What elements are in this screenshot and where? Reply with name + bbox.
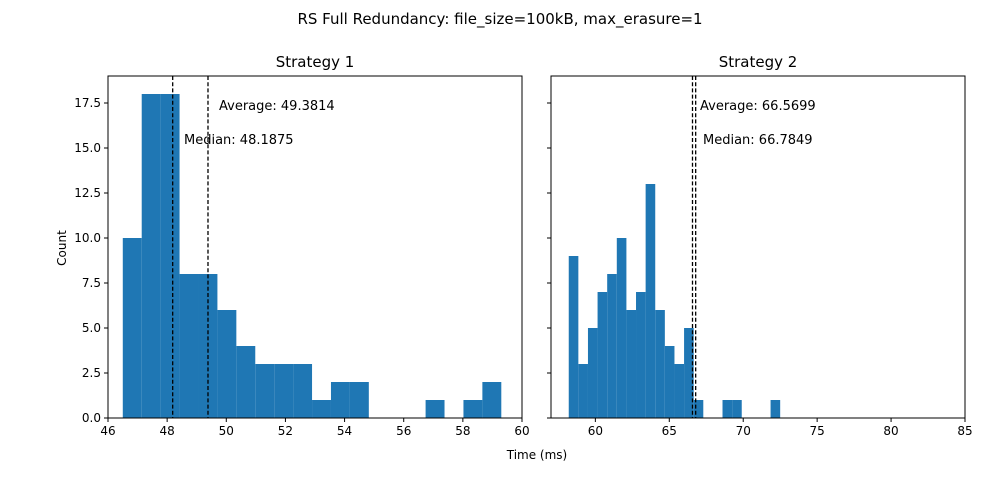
histogram-bar <box>664 346 675 418</box>
y-tick-label: 12.5 <box>74 186 101 200</box>
histogram-bar <box>217 310 237 418</box>
histogram-bar <box>330 382 350 418</box>
x-tick-label: 75 <box>810 424 825 438</box>
average-annotation: Average: 66.5699 <box>700 99 816 114</box>
histogram-bar <box>255 364 275 418</box>
panel-strategy-1: Average: 49.3814 Median: 48.1875 Strategy … <box>74 53 529 438</box>
x-tick-label: 80 <box>883 424 898 438</box>
panel-strategy-2: Average: 66.5699 Median: 66.7849 Strategy … <box>547 53 973 438</box>
histogram-bar <box>236 346 256 418</box>
y-tick-label: 5.0 <box>82 321 101 335</box>
median-annotation: Median: 66.7849 <box>703 133 813 148</box>
histogram-bar <box>693 400 704 418</box>
x-tick-label: 60 <box>514 424 529 438</box>
histogram-bar <box>349 382 369 418</box>
x-axis-label: Time (ms) <box>506 448 568 462</box>
figure-title: RS Full Redundancy: file_size=100kB, max… <box>297 10 702 29</box>
histogram-bar <box>684 328 694 418</box>
histogram-bar <box>607 274 617 418</box>
histogram-bar <box>312 400 331 418</box>
y-tick-label: 10.0 <box>74 231 101 245</box>
histogram-bar <box>732 400 742 418</box>
y-tick-label: 17.5 <box>74 96 101 110</box>
histogram-bar <box>463 400 483 418</box>
x-tick-label: 56 <box>396 424 411 438</box>
histogram-bar <box>674 364 685 418</box>
x-tick-label: 52 <box>278 424 293 438</box>
y-tick-label: 15.0 <box>74 141 101 155</box>
histogram-bar <box>636 292 646 418</box>
histogram-bar <box>626 310 637 418</box>
y-tick-label: 7.5 <box>82 276 101 290</box>
histogram-bar <box>160 94 180 418</box>
histogram-bar <box>578 364 588 418</box>
x-tick-label: 46 <box>100 424 115 438</box>
y-axis-label: Count <box>55 230 69 266</box>
axes-frame <box>550 75 966 419</box>
x-tick-label: 65 <box>662 424 677 438</box>
histogram-bar <box>587 328 598 418</box>
subplot-title: Strategy 1 <box>276 53 355 71</box>
histogram-bar <box>293 364 313 418</box>
histogram-bar <box>179 274 199 418</box>
x-tick-label: 54 <box>337 424 352 438</box>
x-tick-label: 60 <box>588 424 603 438</box>
histogram-bar <box>568 256 579 418</box>
histogram-bar <box>770 400 781 418</box>
histogram-bar <box>616 238 627 418</box>
axes-frame <box>107 75 523 419</box>
histogram-bar <box>722 400 733 418</box>
median-annotation: Median: 48.1875 <box>184 133 294 148</box>
histogram-bar <box>122 238 142 418</box>
x-tick-label: 48 <box>160 424 175 438</box>
histogram-bar <box>645 184 656 418</box>
histogram-bar <box>274 364 294 418</box>
y-tick-label: 0.0 <box>82 411 101 425</box>
histogram-bar <box>482 382 502 418</box>
average-annotation: Average: 49.3814 <box>219 99 335 114</box>
x-tick-label: 50 <box>219 424 234 438</box>
histogram-bar <box>655 310 665 418</box>
x-tick-label: 58 <box>455 424 470 438</box>
histogram-bar <box>425 400 445 418</box>
histogram-bar <box>597 292 608 418</box>
histogram-bar <box>141 94 161 418</box>
x-tick-label: 85 <box>957 424 972 438</box>
subplot-title: Strategy 2 <box>719 53 798 71</box>
y-tick-label: 2.5 <box>82 366 101 380</box>
x-tick-label: 70 <box>736 424 751 438</box>
